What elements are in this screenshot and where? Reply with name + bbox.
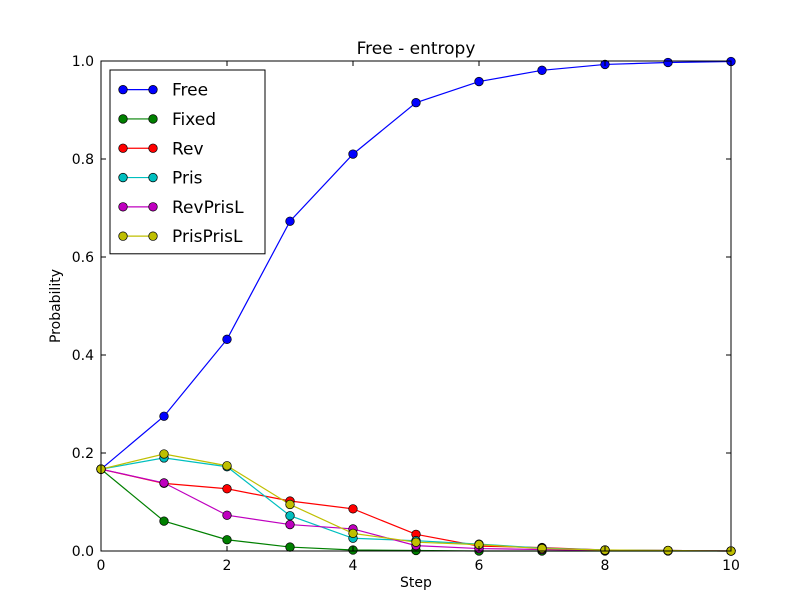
legend-label-free: Free [172,81,208,101]
data-point-fixed-1 [159,516,169,526]
y-tick-label: 1.0 [72,54,94,70]
legend-swatch-marker [148,114,158,124]
x-tick-label: 0 [97,558,106,574]
data-point-free-7 [537,65,547,75]
data-point-fixed-2 [222,535,232,545]
y-tick-label: 0.0 [72,544,94,560]
data-point-free-2 [222,334,232,344]
axes-frame [100,60,732,552]
data-point-free-3 [285,216,295,226]
x-tick-label: 6 [475,558,484,574]
data-point-free-1 [159,411,169,421]
data-point-prisprisl-7 [537,543,547,554]
legend-swatch-marker [118,143,128,153]
x-tick-label: 10 [722,558,740,574]
legend-swatch-marker [148,231,158,241]
legend-swatch-marker [148,172,158,183]
y-tick-label: 0.4 [72,348,94,364]
x-tick-label: 2 [223,558,232,574]
data-point-free-6 [474,76,484,87]
legend-swatch-marker [148,143,158,153]
data-point-prisprisl-2 [222,461,232,471]
legend-swatch-marker [148,202,158,212]
data-point-pris-3 [285,511,295,521]
data-point-prisprisl-3 [285,499,295,510]
legend-box [109,69,266,255]
legend-swatch-marker [118,84,128,95]
legend: Free Fixed Rev Pris RevPrisL PrisPrisL [109,69,266,255]
legend-swatch-marker [118,114,128,124]
y-tick-label: 0.2 [72,446,94,462]
x-tick-label: 8 [601,558,610,574]
data-point-free-5 [411,97,421,108]
legend-label-pris: Pris [172,169,203,189]
x-axis-title: Step [400,575,432,591]
data-point-prisprisl-4 [348,528,358,539]
data-point-revprisl-1 [159,478,169,488]
y-tick-label: 0.8 [72,152,94,168]
data-point-rev-2 [222,484,232,494]
data-point-prisprisl-5 [411,537,421,547]
data-point-free-4 [348,149,358,159]
x-tick-label: 4 [349,558,358,574]
chart-title: Free - entropy [357,39,476,59]
legend-label-rev: Rev [172,139,204,159]
data-point-fixed-3 [285,542,295,552]
y-tick-label: 0.6 [72,250,94,266]
legend-label-prisprisl: PrisPrisL [172,227,243,247]
legend-swatch-marker [118,202,128,212]
y-axis-title: Probability [48,269,64,343]
data-point-revprisl-2 [222,510,232,520]
data-point-free-9 [663,57,673,68]
data-point-revprisl-3 [285,519,295,530]
legend-swatch-marker [118,172,128,183]
legend-label-revprisl: RevPrisL [172,198,244,218]
data-point-rev-4 [348,504,358,514]
data-point-prisprisl-1 [159,449,169,459]
legend-swatch-marker [118,231,128,241]
legend-swatch-marker [148,84,158,95]
legend-label-fixed: Fixed [172,110,216,130]
